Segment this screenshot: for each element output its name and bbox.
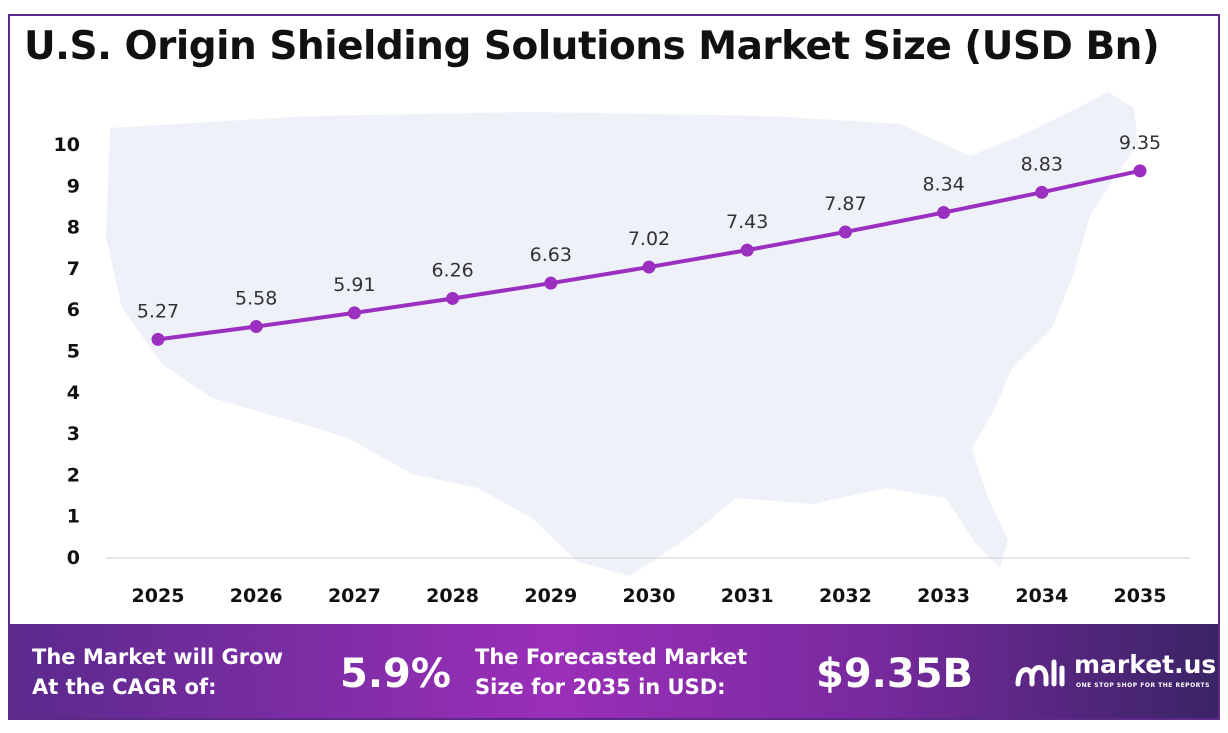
data-point bbox=[544, 276, 558, 290]
data-point bbox=[347, 306, 361, 320]
y-tick-label: 7 bbox=[67, 258, 80, 280]
cagr-label-line2: At the CAGR of: bbox=[32, 675, 217, 699]
cagr-label: The Market will Grow At the CAGR of: bbox=[32, 642, 332, 702]
us-map-silhouette bbox=[106, 92, 1138, 576]
logo-tagline: ONE STOP SHOP FOR THE REPORTS bbox=[1076, 682, 1210, 689]
data-point bbox=[151, 332, 165, 346]
y-tick-label: 3 bbox=[67, 423, 80, 445]
forecast-value: $9.35B bbox=[816, 651, 974, 697]
chart-svg: 0 1 2 3 4 5 6 7 8 9 10 2025 2026 2027 2028 2029 2030 203… bbox=[54, 92, 1190, 607]
x-tick-label: 2028 bbox=[426, 585, 479, 607]
data-point bbox=[838, 225, 852, 239]
market-us-logo-icon bbox=[1015, 659, 1065, 687]
x-tick-label: 2029 bbox=[524, 585, 577, 607]
data-point bbox=[642, 260, 656, 274]
y-tick-label: 1 bbox=[67, 506, 80, 528]
forecast-label-line2: Size for 2035 in USD: bbox=[475, 675, 726, 699]
data-label: 6.63 bbox=[530, 244, 572, 266]
x-tick-label: 2034 bbox=[1015, 585, 1068, 607]
y-tick-label: 0 bbox=[67, 547, 80, 569]
x-tick-label: 2033 bbox=[917, 585, 970, 607]
data-point bbox=[937, 206, 951, 220]
y-tick-label: 6 bbox=[67, 299, 80, 321]
y-tick-label: 10 bbox=[54, 134, 80, 156]
y-tick-label: 2 bbox=[67, 464, 80, 486]
data-label: 6.26 bbox=[431, 259, 473, 281]
cagr-label-line1: The Market will Grow bbox=[32, 645, 283, 669]
y-tick-label: 4 bbox=[67, 382, 80, 404]
data-label: 8.83 bbox=[1021, 153, 1063, 175]
x-tick-label: 2031 bbox=[721, 585, 774, 607]
data-label: 5.91 bbox=[333, 274, 375, 296]
data-point bbox=[740, 243, 754, 257]
footer-banner: The Market will Grow At the CAGR of: 5.9… bbox=[10, 624, 1218, 718]
x-tick-label: 2035 bbox=[1114, 585, 1167, 607]
data-label: 9.35 bbox=[1119, 132, 1161, 154]
chart-frame: 0 1 2 3 4 5 6 7 8 9 10 2025 2026 2027 2028 2029 2030 203… bbox=[8, 14, 1220, 720]
data-label: 7.87 bbox=[824, 193, 866, 215]
x-tick-label: 2026 bbox=[230, 585, 283, 607]
market-us-logo: market.us ONE STOP SHOP FOR THE REPORTS bbox=[1014, 650, 1218, 700]
data-point bbox=[1133, 164, 1147, 178]
x-tick-label: 2030 bbox=[623, 585, 676, 607]
data-label: 7.02 bbox=[628, 228, 670, 250]
chart-title: U.S. Origin Shielding Solutions Market S… bbox=[24, 24, 1160, 69]
data-point bbox=[1035, 185, 1049, 199]
y-tick-label: 8 bbox=[67, 217, 80, 239]
cagr-value: 5.9% bbox=[340, 651, 451, 697]
data-label: 5.58 bbox=[235, 288, 277, 310]
data-point bbox=[249, 320, 263, 334]
data-label: 5.27 bbox=[137, 300, 179, 322]
data-label: 8.34 bbox=[922, 174, 964, 196]
forecast-label: The Forecasted Market Size for 2035 in U… bbox=[475, 642, 775, 702]
y-tick-label: 5 bbox=[67, 341, 80, 363]
y-tick-label: 9 bbox=[67, 175, 80, 197]
data-label: 7.43 bbox=[726, 211, 768, 233]
x-tick-label: 2027 bbox=[328, 585, 381, 607]
data-point bbox=[446, 291, 460, 305]
forecast-label-line1: The Forecasted Market bbox=[475, 645, 748, 669]
logo-name: market.us bbox=[1074, 650, 1217, 679]
x-tick-label: 2025 bbox=[132, 585, 185, 607]
x-tick-label: 2032 bbox=[819, 585, 872, 607]
